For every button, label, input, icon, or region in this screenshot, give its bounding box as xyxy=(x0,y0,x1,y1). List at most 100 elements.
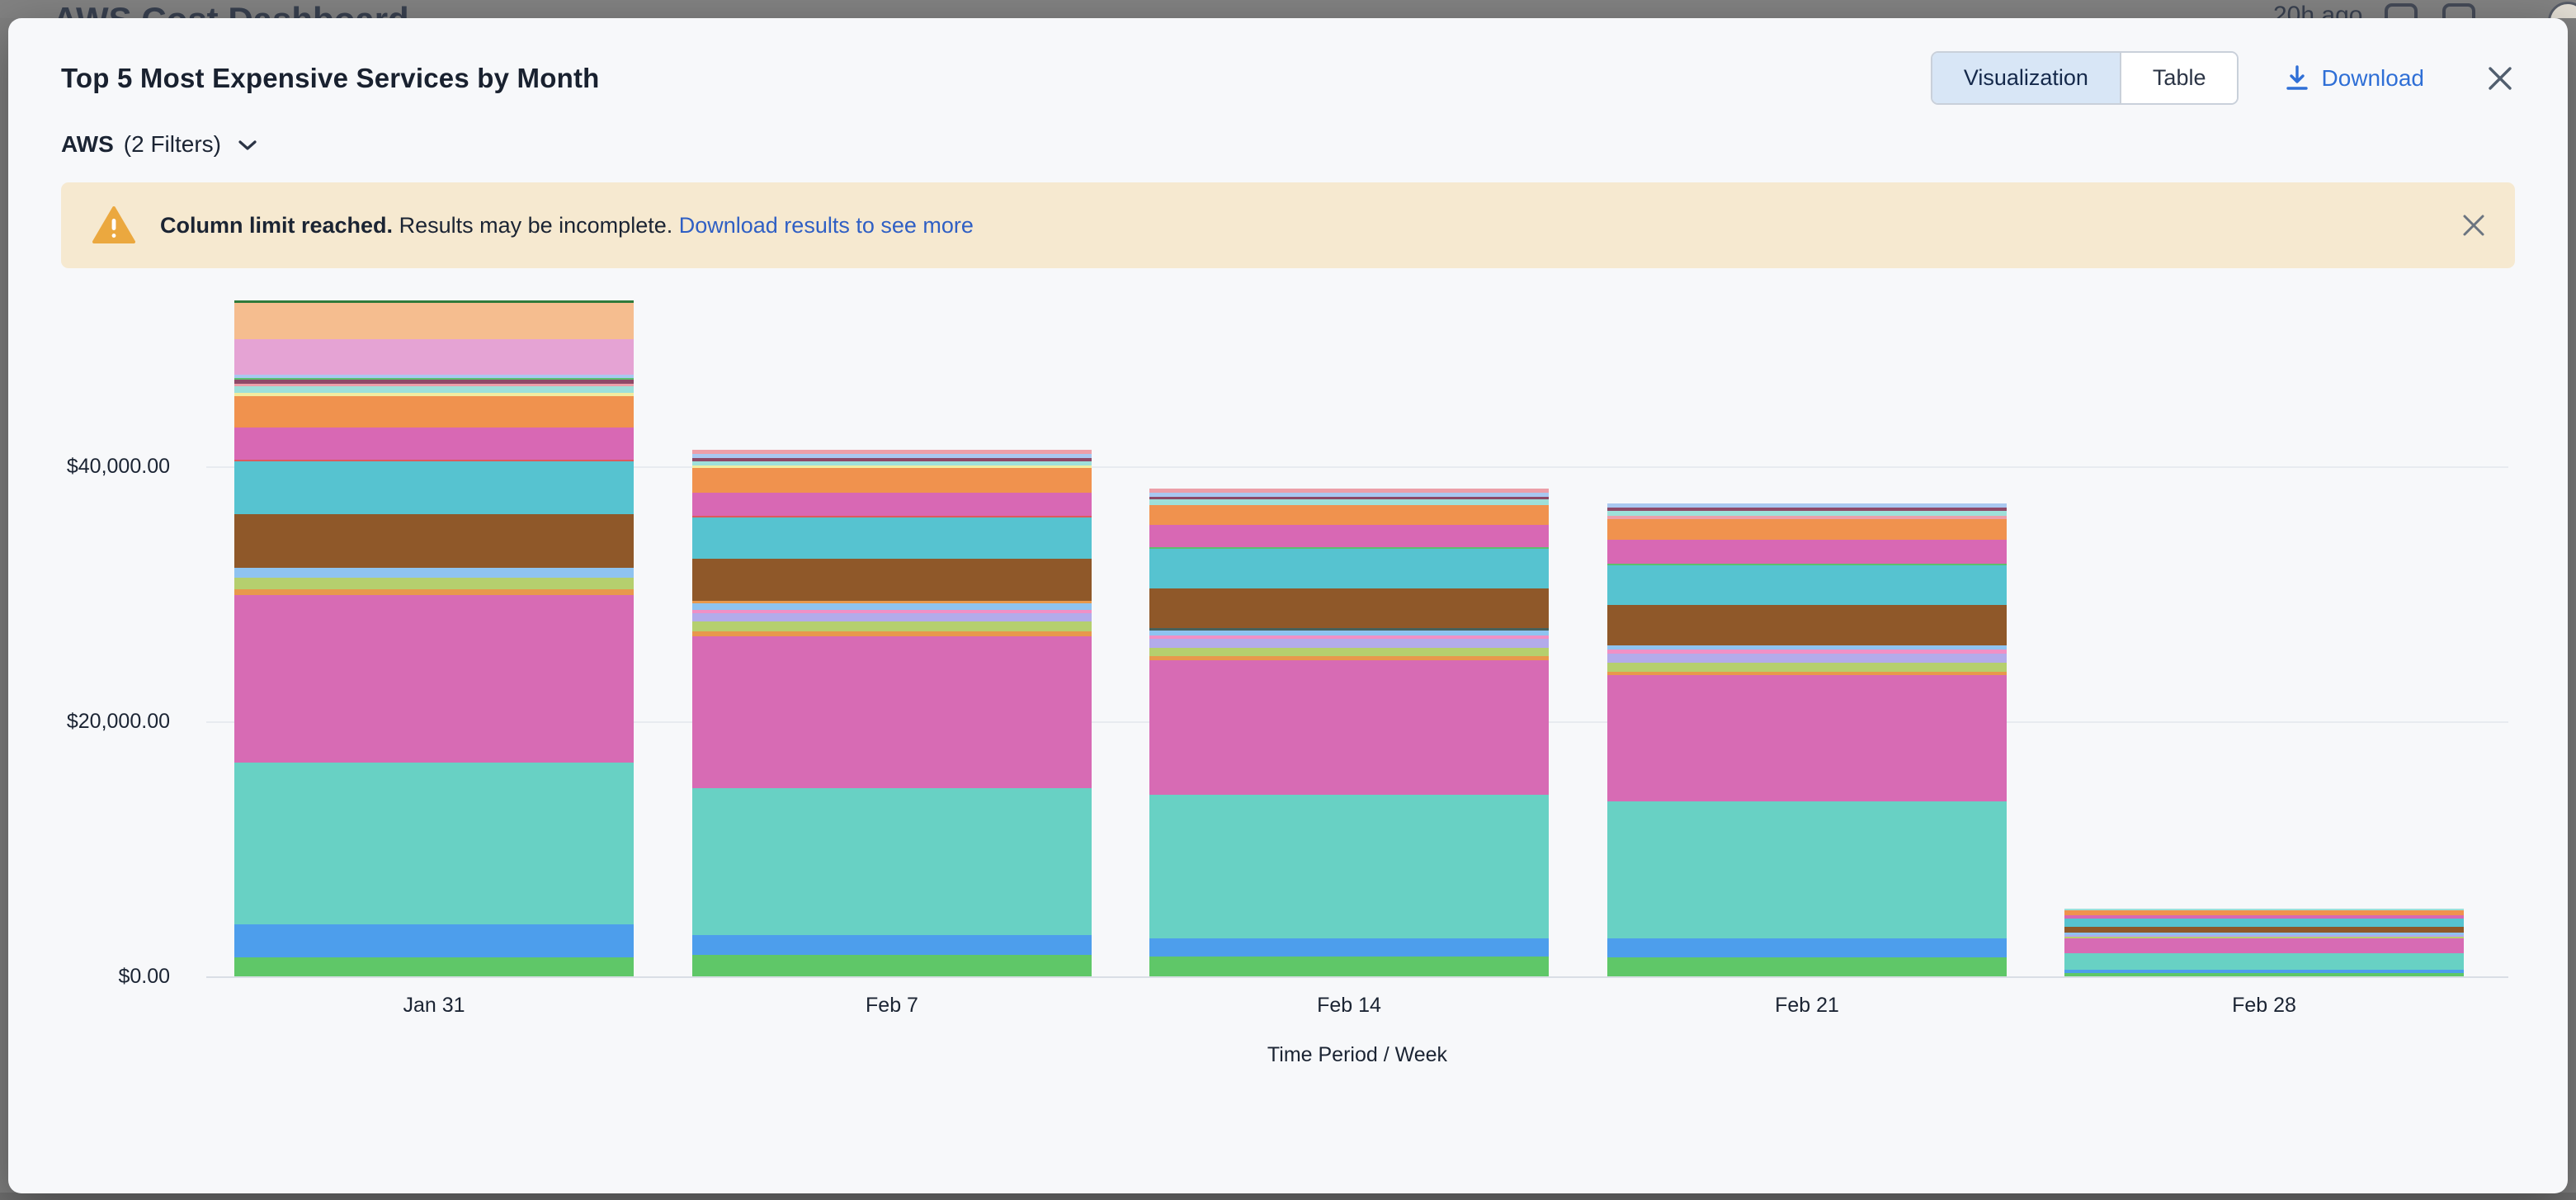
bar-segment xyxy=(1149,525,1549,547)
background-page-title: AWS Cost Dashboard xyxy=(53,0,409,18)
banner-message: Column limit reached. Results may be inc… xyxy=(160,213,974,239)
bar-segment xyxy=(692,517,1092,559)
x-axis-tick-label: Feb 28 xyxy=(2232,994,2296,1017)
bar-segment xyxy=(1149,631,1549,635)
bar-segment xyxy=(234,303,634,339)
bar-segment xyxy=(2064,973,2464,976)
bar-segment xyxy=(2064,909,2464,910)
view-toggle: Visualization Table xyxy=(1930,51,2239,105)
chevron-down-icon xyxy=(238,140,257,150)
bar-segment xyxy=(2064,933,2464,935)
bar-segment xyxy=(1149,497,1549,499)
bar-segment xyxy=(1149,547,1549,549)
tab-table[interactable]: Table xyxy=(2119,53,2238,103)
bar-segment xyxy=(2064,915,2464,919)
bar-segment xyxy=(692,454,1092,458)
y-axis-tick-label: $40,000.00 xyxy=(66,455,170,478)
banner-message-body: Results may be incomplete. xyxy=(399,212,679,238)
banner-download-link[interactable]: Download results to see more xyxy=(678,212,974,238)
bar-segment xyxy=(2064,919,2464,927)
bar-segment xyxy=(2064,937,2464,938)
bar-segment xyxy=(692,468,1092,493)
bar-segment xyxy=(1607,957,2007,976)
bar-segment xyxy=(234,300,634,303)
bar-segment xyxy=(1607,654,2007,663)
warning-triangle-icon xyxy=(92,206,135,244)
bar-segment xyxy=(692,636,1092,788)
y-axis-tick-label: $0.00 xyxy=(118,965,170,988)
bar-segment xyxy=(1607,565,2007,605)
bar-segment xyxy=(1149,639,1549,648)
bar-segment xyxy=(234,386,634,393)
bar-segment xyxy=(234,375,634,378)
bar-segment xyxy=(1149,549,1549,588)
bar-segment xyxy=(2064,938,2464,953)
bar-segment xyxy=(234,514,634,568)
bar-segment xyxy=(1607,519,2007,540)
bar-segment xyxy=(692,458,1092,461)
bar-segment xyxy=(2064,953,2464,970)
bar-segment xyxy=(234,339,634,375)
bar-jan-31[interactable] xyxy=(234,300,634,976)
bar-feb-28[interactable] xyxy=(2064,909,2464,976)
warning-banner: Column limit reached. Results may be inc… xyxy=(61,182,2515,268)
bar-segment xyxy=(234,384,634,386)
bar-segment xyxy=(1607,540,2007,564)
bar-segment xyxy=(1607,801,2007,938)
x-axis-tick-label: Feb 14 xyxy=(1317,994,1381,1017)
modal-close-button[interactable] xyxy=(2482,60,2518,97)
bar-segment xyxy=(234,380,634,384)
bar-feb-14[interactable] xyxy=(1149,489,1549,976)
banner-close-button[interactable] xyxy=(2456,207,2492,243)
bar-segment xyxy=(1149,499,1549,505)
x-axis-tick-label: Jan 31 xyxy=(403,994,465,1017)
background-page-timestamp: 20h ago xyxy=(2273,2,2363,18)
bar-segment xyxy=(234,924,634,957)
plot-area: $40,000.00 $20,000.00 $0.00 xyxy=(8,249,2568,988)
filter-count-label: (2 Filters) xyxy=(123,131,222,157)
download-button[interactable]: Download xyxy=(2285,65,2424,92)
bar-segment xyxy=(692,935,1092,955)
bar-segment xyxy=(692,788,1092,935)
bar-segment xyxy=(234,589,634,595)
bar-segment xyxy=(1149,493,1549,497)
filter-source-label: AWS xyxy=(61,131,114,157)
bar-segment xyxy=(692,450,1092,454)
bar-segment xyxy=(1149,628,1549,631)
bar-segment xyxy=(1149,795,1549,938)
background-toolbar-icon xyxy=(2385,3,2418,18)
bar-segment xyxy=(1149,588,1549,628)
bar-segment xyxy=(2064,927,2464,933)
bar-segment xyxy=(1607,938,2007,957)
modal-header: Top 5 Most Expensive Services by Month V… xyxy=(8,18,2568,105)
bar-feb-7[interactable] xyxy=(692,450,1092,976)
bar-segment xyxy=(234,568,634,578)
close-icon xyxy=(2489,66,2512,90)
filter-dropdown[interactable]: AWS (2 Filters) xyxy=(8,105,312,158)
background-toolbar-icon xyxy=(2442,3,2475,18)
bar-segment xyxy=(1607,675,2007,801)
bar-segment xyxy=(1149,489,1549,493)
bar-segment xyxy=(1607,672,2007,675)
avatar xyxy=(2548,2,2576,18)
download-icon xyxy=(2286,64,2309,90)
bar-segment xyxy=(1607,508,2007,511)
bar-segment xyxy=(1149,656,1549,660)
bar-segment xyxy=(692,559,1092,601)
bar-segment xyxy=(2064,935,2464,937)
bar-segment xyxy=(234,378,634,380)
banner-message-bold: Column limit reached. xyxy=(160,212,394,238)
bar-segment xyxy=(2064,910,2464,915)
bar-segment xyxy=(1149,505,1549,525)
bar-segment xyxy=(692,493,1092,516)
bar-segment xyxy=(692,603,1092,610)
bar-segment xyxy=(692,516,1092,517)
page-title: Top 5 Most Expensive Services by Month xyxy=(61,62,600,93)
x-axis-title: Time Period / Week xyxy=(1267,1043,1448,1066)
tab-visualization[interactable]: Visualization xyxy=(1932,53,2120,103)
bar-segment xyxy=(1607,564,2007,565)
bar-segment xyxy=(1607,650,2007,654)
gridline xyxy=(206,976,2508,978)
bar-segment xyxy=(692,461,1092,465)
bar-feb-21[interactable] xyxy=(1607,503,2007,976)
